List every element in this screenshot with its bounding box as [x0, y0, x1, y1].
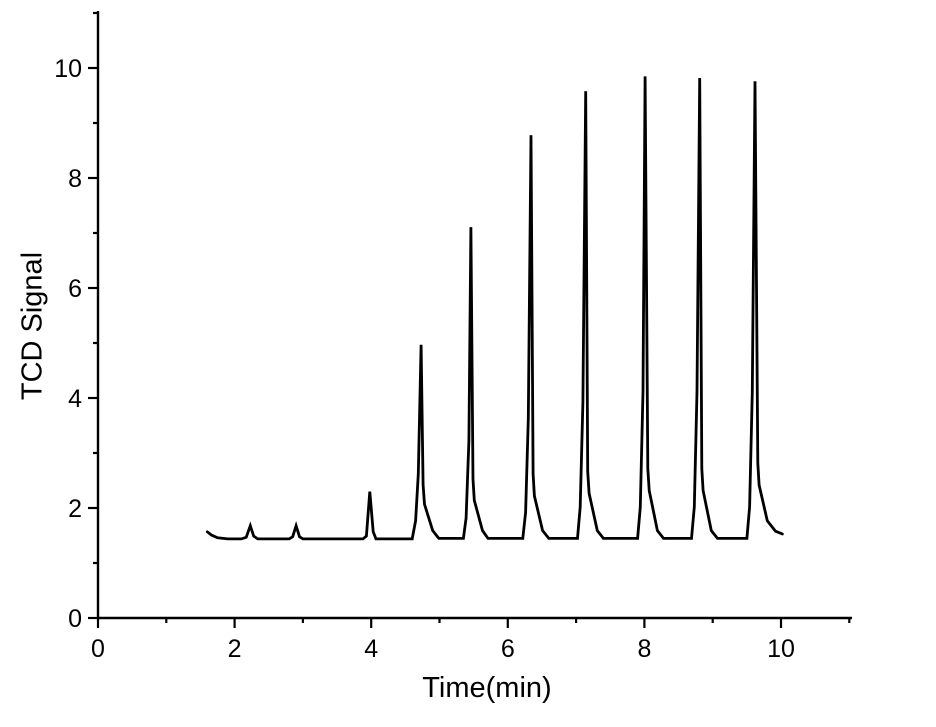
y-tick-label: 4 [68, 385, 82, 413]
x-tick-label: 8 [637, 635, 651, 663]
tick-marks-group [88, 11, 851, 628]
trace-group [205, 76, 784, 541]
x-tick-label: 0 [91, 635, 105, 663]
y-tick-label: 2 [68, 495, 82, 523]
y-tick-label: 8 [68, 165, 82, 193]
y-tick-label: 10 [54, 55, 82, 83]
x-tick-label: 2 [228, 635, 242, 663]
x-tick-label: 4 [364, 635, 378, 663]
y-axis-title: TCD Signal [16, 251, 49, 401]
axes-group [96, 11, 852, 620]
signal-trace [205, 76, 784, 541]
y-tick-label: 0 [68, 605, 82, 633]
x-axis-title: Time(min) [422, 672, 552, 704]
x-tick-label: 10 [767, 635, 795, 663]
y-tick-label: 6 [68, 275, 82, 303]
tick-labels-group: 0 2 4 6 8 10 0 2 4 6 8 10 [54, 55, 795, 663]
x-tick-label: 6 [501, 635, 515, 663]
